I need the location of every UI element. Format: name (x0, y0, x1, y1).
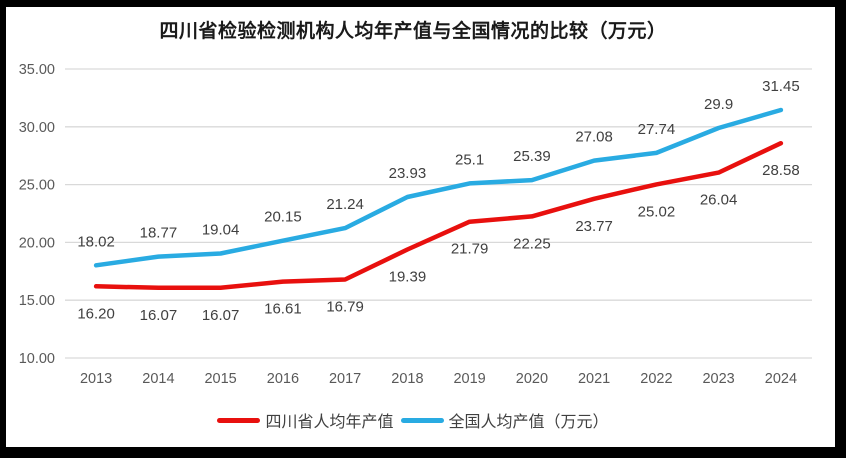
data-label: 18.77 (140, 225, 178, 242)
x-axis-tick-label: 2020 (516, 371, 548, 387)
data-label: 25.02 (638, 203, 676, 220)
data-label: 23.77 (575, 218, 613, 235)
data-label: 16.07 (202, 307, 240, 324)
data-label: 16.61 (264, 301, 302, 318)
x-axis-tick-label: 2022 (640, 371, 672, 387)
x-axis-tick-label: 2018 (391, 371, 423, 387)
data-label: 22.25 (513, 235, 551, 252)
x-axis-tick-label: 2016 (267, 371, 299, 387)
data-label: 28.58 (762, 162, 800, 179)
data-label: 25.39 (513, 148, 551, 165)
data-label: 31.45 (762, 78, 800, 95)
y-axis-tick-label: 30.00 (19, 120, 55, 136)
x-axis-tick-label: 2014 (142, 371, 174, 387)
series-line (93, 107, 784, 268)
data-label: 25.1 (455, 151, 484, 168)
y-axis-tick-label: 15.00 (19, 293, 55, 309)
data-label: 20.15 (264, 209, 302, 226)
x-axis-tick-label: 2021 (578, 371, 610, 387)
data-label: 23.93 (389, 165, 427, 182)
data-label: 27.74 (638, 121, 676, 138)
data-label: 21.79 (451, 241, 489, 258)
y-axis-tick-label: 25.00 (19, 178, 55, 194)
legend-item-sichuan: 四川省人均年产值 (217, 408, 394, 432)
chart-title: 四川省检验检测机构人均年产值与全国情况的比较（万元） (159, 21, 667, 42)
legend-swatch-national-line (400, 417, 444, 423)
data-label: 16.79 (326, 299, 364, 316)
data-label: 26.04 (700, 192, 738, 209)
legend: 四川省人均年产值 全国人均产值（万元） (0, 408, 826, 432)
data-label: 21.24 (326, 196, 364, 213)
y-axis-tick-label: 20.00 (19, 235, 55, 251)
x-axis-tick-label: 2013 (80, 371, 112, 387)
x-axis-tick-label: 2024 (765, 371, 797, 387)
data-label: 19.04 (202, 222, 240, 239)
legend-swatch-sichuan-line (217, 417, 261, 423)
data-label: 29.9 (704, 96, 733, 113)
data-label: 16.07 (140, 307, 178, 324)
x-axis-tick-label: 2023 (702, 371, 734, 387)
data-label: 27.08 (575, 129, 613, 146)
y-axis-tick-label: 10.00 (19, 351, 55, 367)
y-axis-tick-label: 35.00 (19, 62, 55, 78)
legend-label-sichuan: 四川省人均年产值 (265, 414, 394, 431)
data-label: 16.20 (77, 305, 115, 322)
data-label: 19.39 (389, 269, 427, 286)
legend-label-national: 全国人均产值（万元） (448, 414, 609, 431)
legend-item-national: 全国人均产值（万元） (400, 408, 609, 432)
x-axis-tick-label: 2019 (453, 371, 485, 387)
data-label: 18.02 (77, 233, 115, 250)
x-axis-tick-label: 2017 (329, 371, 361, 387)
x-axis-tick-label: 2015 (204, 371, 236, 387)
series-line (93, 140, 784, 291)
